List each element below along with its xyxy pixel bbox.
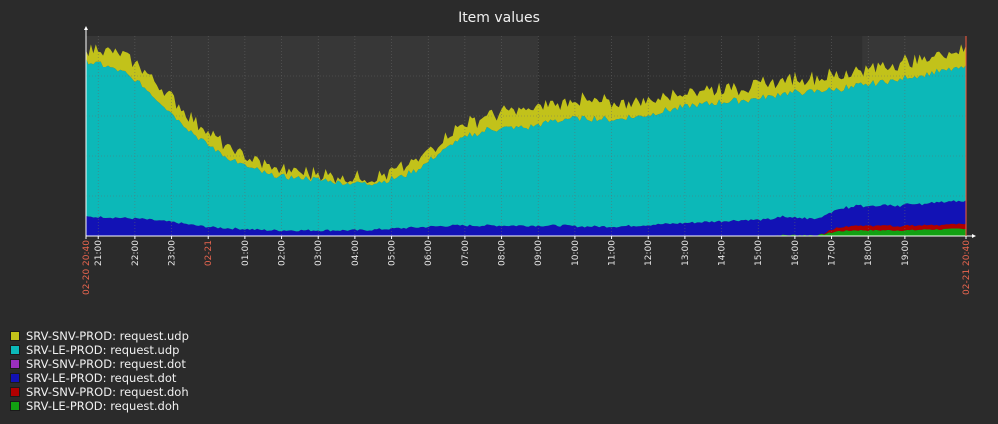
x-tick-label: 06:00 <box>424 240 434 266</box>
x-tick-label: 03:00 <box>314 240 324 266</box>
legend-item: SRV-LE-PROD: request.doh <box>10 399 189 413</box>
x-tick-label: 01:00 <box>241 240 251 266</box>
x-tick-label: 08:00 <box>498 240 508 266</box>
legend-label: SRV-SNV-PROD: request.dot <box>26 357 186 371</box>
x-tick-label: 10:00 <box>571 240 581 266</box>
legend-item: SRV-LE-PROD: request.dot <box>10 371 189 385</box>
chart-plot: 02-20 20:40 21:00 22:00 23:00 02-21 01:00 02:0… <box>82 26 976 295</box>
x-tick-label: 02-21 <box>204 240 214 266</box>
x-axis-ticks: 02-20 20:40 21:00 22:00 23:00 02-21 01:00 02:0… <box>82 236 972 295</box>
x-axis-arrow <box>972 234 976 238</box>
legend-item: SRV-SNV-PROD: request.dot <box>10 357 189 371</box>
legend-swatch <box>10 401 20 411</box>
legend-swatch <box>10 373 20 383</box>
x-tick-label: 02:00 <box>278 240 288 266</box>
chart-title: Item values <box>458 10 540 26</box>
series-area-srv-le-prod-request-dot <box>86 200 966 236</box>
series-areas <box>86 44 966 236</box>
legend-label: SRV-SNV-PROD: request.udp <box>26 329 189 343</box>
legend-swatch <box>10 387 20 397</box>
x-tick-label: 02-21 20:40 <box>962 240 972 295</box>
x-tick-label: 14:00 <box>718 240 728 266</box>
x-tick-label: 07:00 <box>461 240 471 266</box>
legend-label: SRV-LE-PROD: request.udp <box>26 343 180 357</box>
x-tick-label: 02-20 20:40 <box>82 240 92 295</box>
legend-swatch <box>10 345 20 355</box>
legend-item: SRV-SNV-PROD: request.udp <box>10 329 189 343</box>
legend-swatch <box>10 331 20 341</box>
y-axis-arrow <box>84 26 88 30</box>
x-tick-label: 05:00 <box>388 240 398 266</box>
x-tick-label: 11:00 <box>608 240 618 266</box>
x-tick-label: 12:00 <box>644 240 654 266</box>
x-tick-label: 23:00 <box>168 240 178 266</box>
x-tick-label: 18:00 <box>864 240 874 266</box>
legend-label: SRV-SNV-PROD: request.doh <box>26 385 189 399</box>
x-tick-label: 19:00 <box>901 240 911 266</box>
series-area-srv-le-prod-request-udp <box>86 58 966 232</box>
x-tick-label: 09:00 <box>534 240 544 266</box>
legend-label: SRV-LE-PROD: request.dot <box>26 371 177 385</box>
axes <box>84 26 976 238</box>
x-tick-label: 21:00 <box>94 240 104 266</box>
series-area-srv-snv-prod-request-udp <box>86 44 966 186</box>
x-tick-label: 15:00 <box>754 240 764 266</box>
plot-grid <box>86 36 966 236</box>
legend-item: SRV-LE-PROD: request.udp <box>10 343 189 357</box>
x-tick-label: 17:00 <box>828 240 838 266</box>
x-tick-label: 22:00 <box>131 240 141 266</box>
legend-item: SRV-SNV-PROD: request.doh <box>10 385 189 399</box>
x-tick-label: 13:00 <box>681 240 691 266</box>
series-area-srv-le-prod-request-doh <box>86 228 966 236</box>
legend-label: SRV-LE-PROD: request.doh <box>26 399 180 413</box>
chart-legend: SRV-SNV-PROD: request.udp SRV-LE-PROD: re… <box>10 329 189 413</box>
x-tick-label: 04:00 <box>351 240 361 266</box>
legend-swatch <box>10 359 20 369</box>
x-tick-label: 16:00 <box>791 240 801 266</box>
